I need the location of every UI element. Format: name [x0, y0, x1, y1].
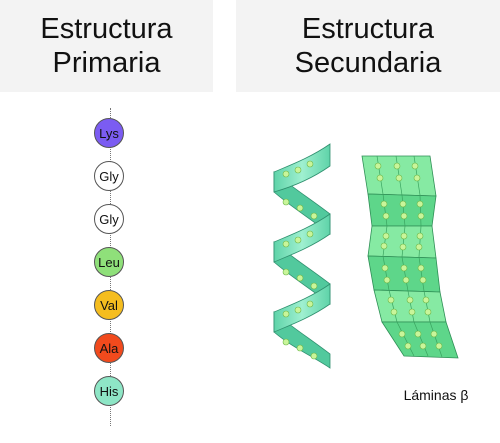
residue-4-label: Leu — [98, 254, 120, 270]
residue-1: Lys — [94, 118, 124, 148]
residue-6-label: Ala — [99, 340, 119, 356]
header-secondary-line-1: Estructura — [301, 13, 435, 45]
helix-front-segment — [273, 143, 331, 193]
sheet-panel — [367, 193, 437, 227]
beta-sheet-label: Láminas β — [403, 387, 469, 403]
residue-7-label: His — [99, 383, 119, 399]
residue-2: Gly — [94, 161, 124, 191]
residue-1-label: Lys — [99, 125, 119, 141]
residue-4: Leu — [94, 247, 124, 277]
header-primary-line-1: Estructura — [40, 13, 173, 45]
residue-3: Gly — [94, 204, 124, 234]
header-secondary-line-2: Secundaria — [294, 47, 442, 79]
helix-front-segment — [273, 283, 331, 333]
beta-sheet — [361, 155, 459, 359]
alpha-helix — [273, 143, 331, 369]
residue-5: Val — [94, 290, 124, 320]
header-primary-line-2: Primaria — [52, 47, 161, 79]
helix-front-segment — [273, 213, 331, 263]
sheet-panel — [367, 255, 441, 293]
sheet-panel — [373, 289, 447, 323]
sheet-panel — [367, 225, 437, 259]
residue-6: Ala — [94, 333, 124, 363]
residue-5-label: Val — [100, 297, 118, 313]
residue-3-label: Gly — [99, 211, 119, 227]
residue-7: His — [94, 376, 124, 406]
residue-2-label: Gly — [99, 168, 119, 184]
sheet-panel — [381, 321, 459, 359]
header-primary-structure: Estructura Primaria — [0, 0, 213, 92]
header-secondary-structure: Estructura Secundaria — [236, 0, 500, 92]
